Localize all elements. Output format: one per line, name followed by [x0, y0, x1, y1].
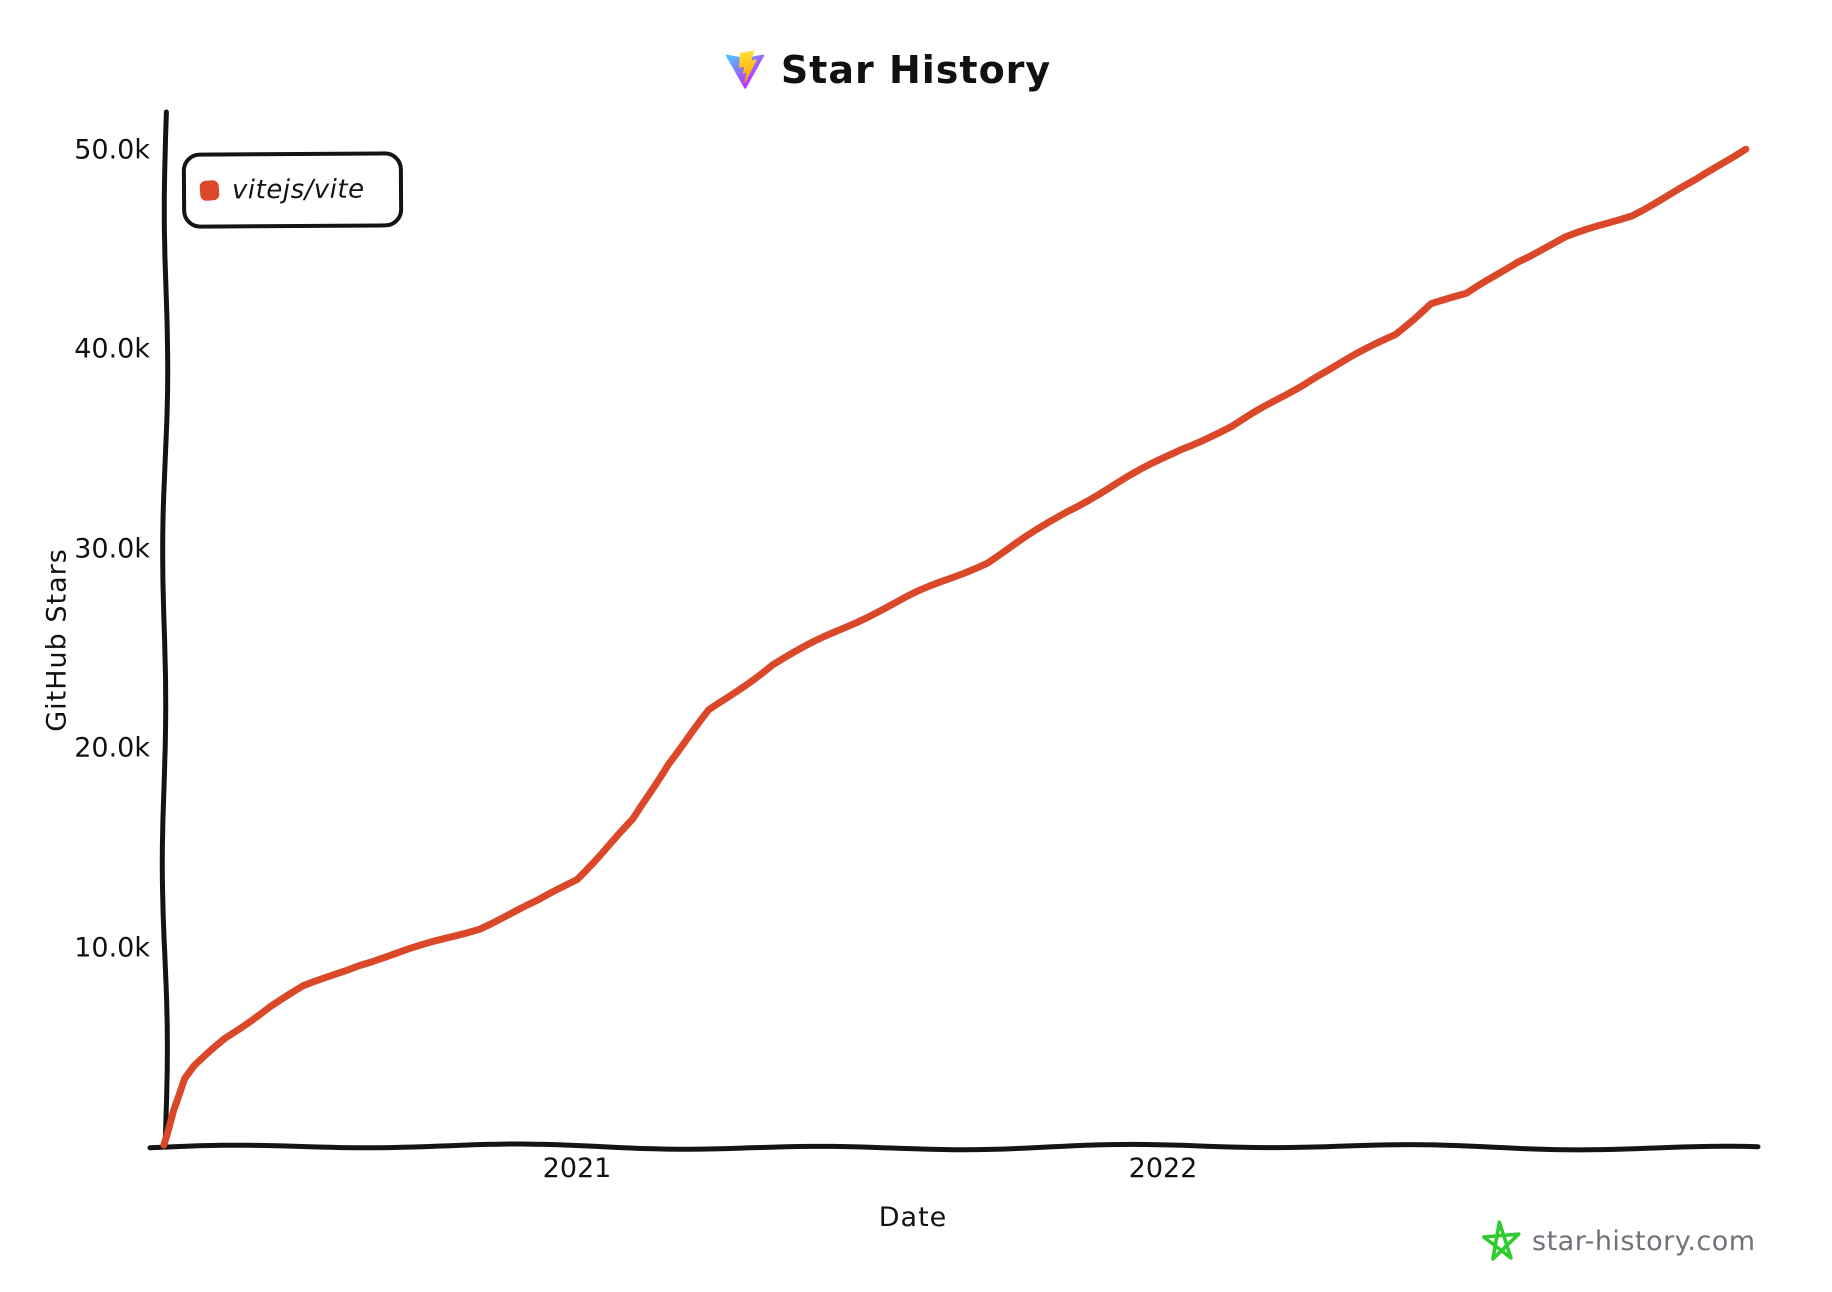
- vite-logo-icon: [725, 50, 765, 90]
- x-tick-2021: 2021: [542, 1153, 612, 1184]
- y-tick-20k: 20.0k: [74, 732, 150, 764]
- legend-item-label: vitejs/vite: [231, 174, 365, 206]
- y-tick-50k: 50.0k: [74, 134, 150, 166]
- y-tick-30k: 30.0k: [74, 533, 150, 565]
- x-axis-title: Date: [878, 1202, 948, 1233]
- legend-item-vitejs-vite[interactable]: vitejs/vite: [199, 174, 365, 206]
- legend: vitejs/vite: [181, 151, 404, 229]
- page-title: Star History: [780, 48, 1052, 92]
- chart-title-bar: Star History: [0, 42, 1776, 98]
- y-tick-10k: 10.0k: [74, 932, 150, 964]
- star-doodle-icon: [1481, 1219, 1522, 1263]
- watermark-label: star-history.com: [1532, 1225, 1756, 1257]
- legend-marker: [199, 179, 220, 202]
- series-line-vitejs-vite: [160, 145, 1750, 1149]
- x-axis-line: [147, 1141, 1761, 1153]
- y-tick-40k: 40.0k: [74, 333, 150, 365]
- x-tick-2022: 2022: [1128, 1153, 1198, 1184]
- y-axis-line: [159, 109, 171, 1147]
- watermark-link[interactable]: star-history.com: [1481, 1216, 1756, 1266]
- y-axis-title: GitHub Stars: [41, 548, 73, 732]
